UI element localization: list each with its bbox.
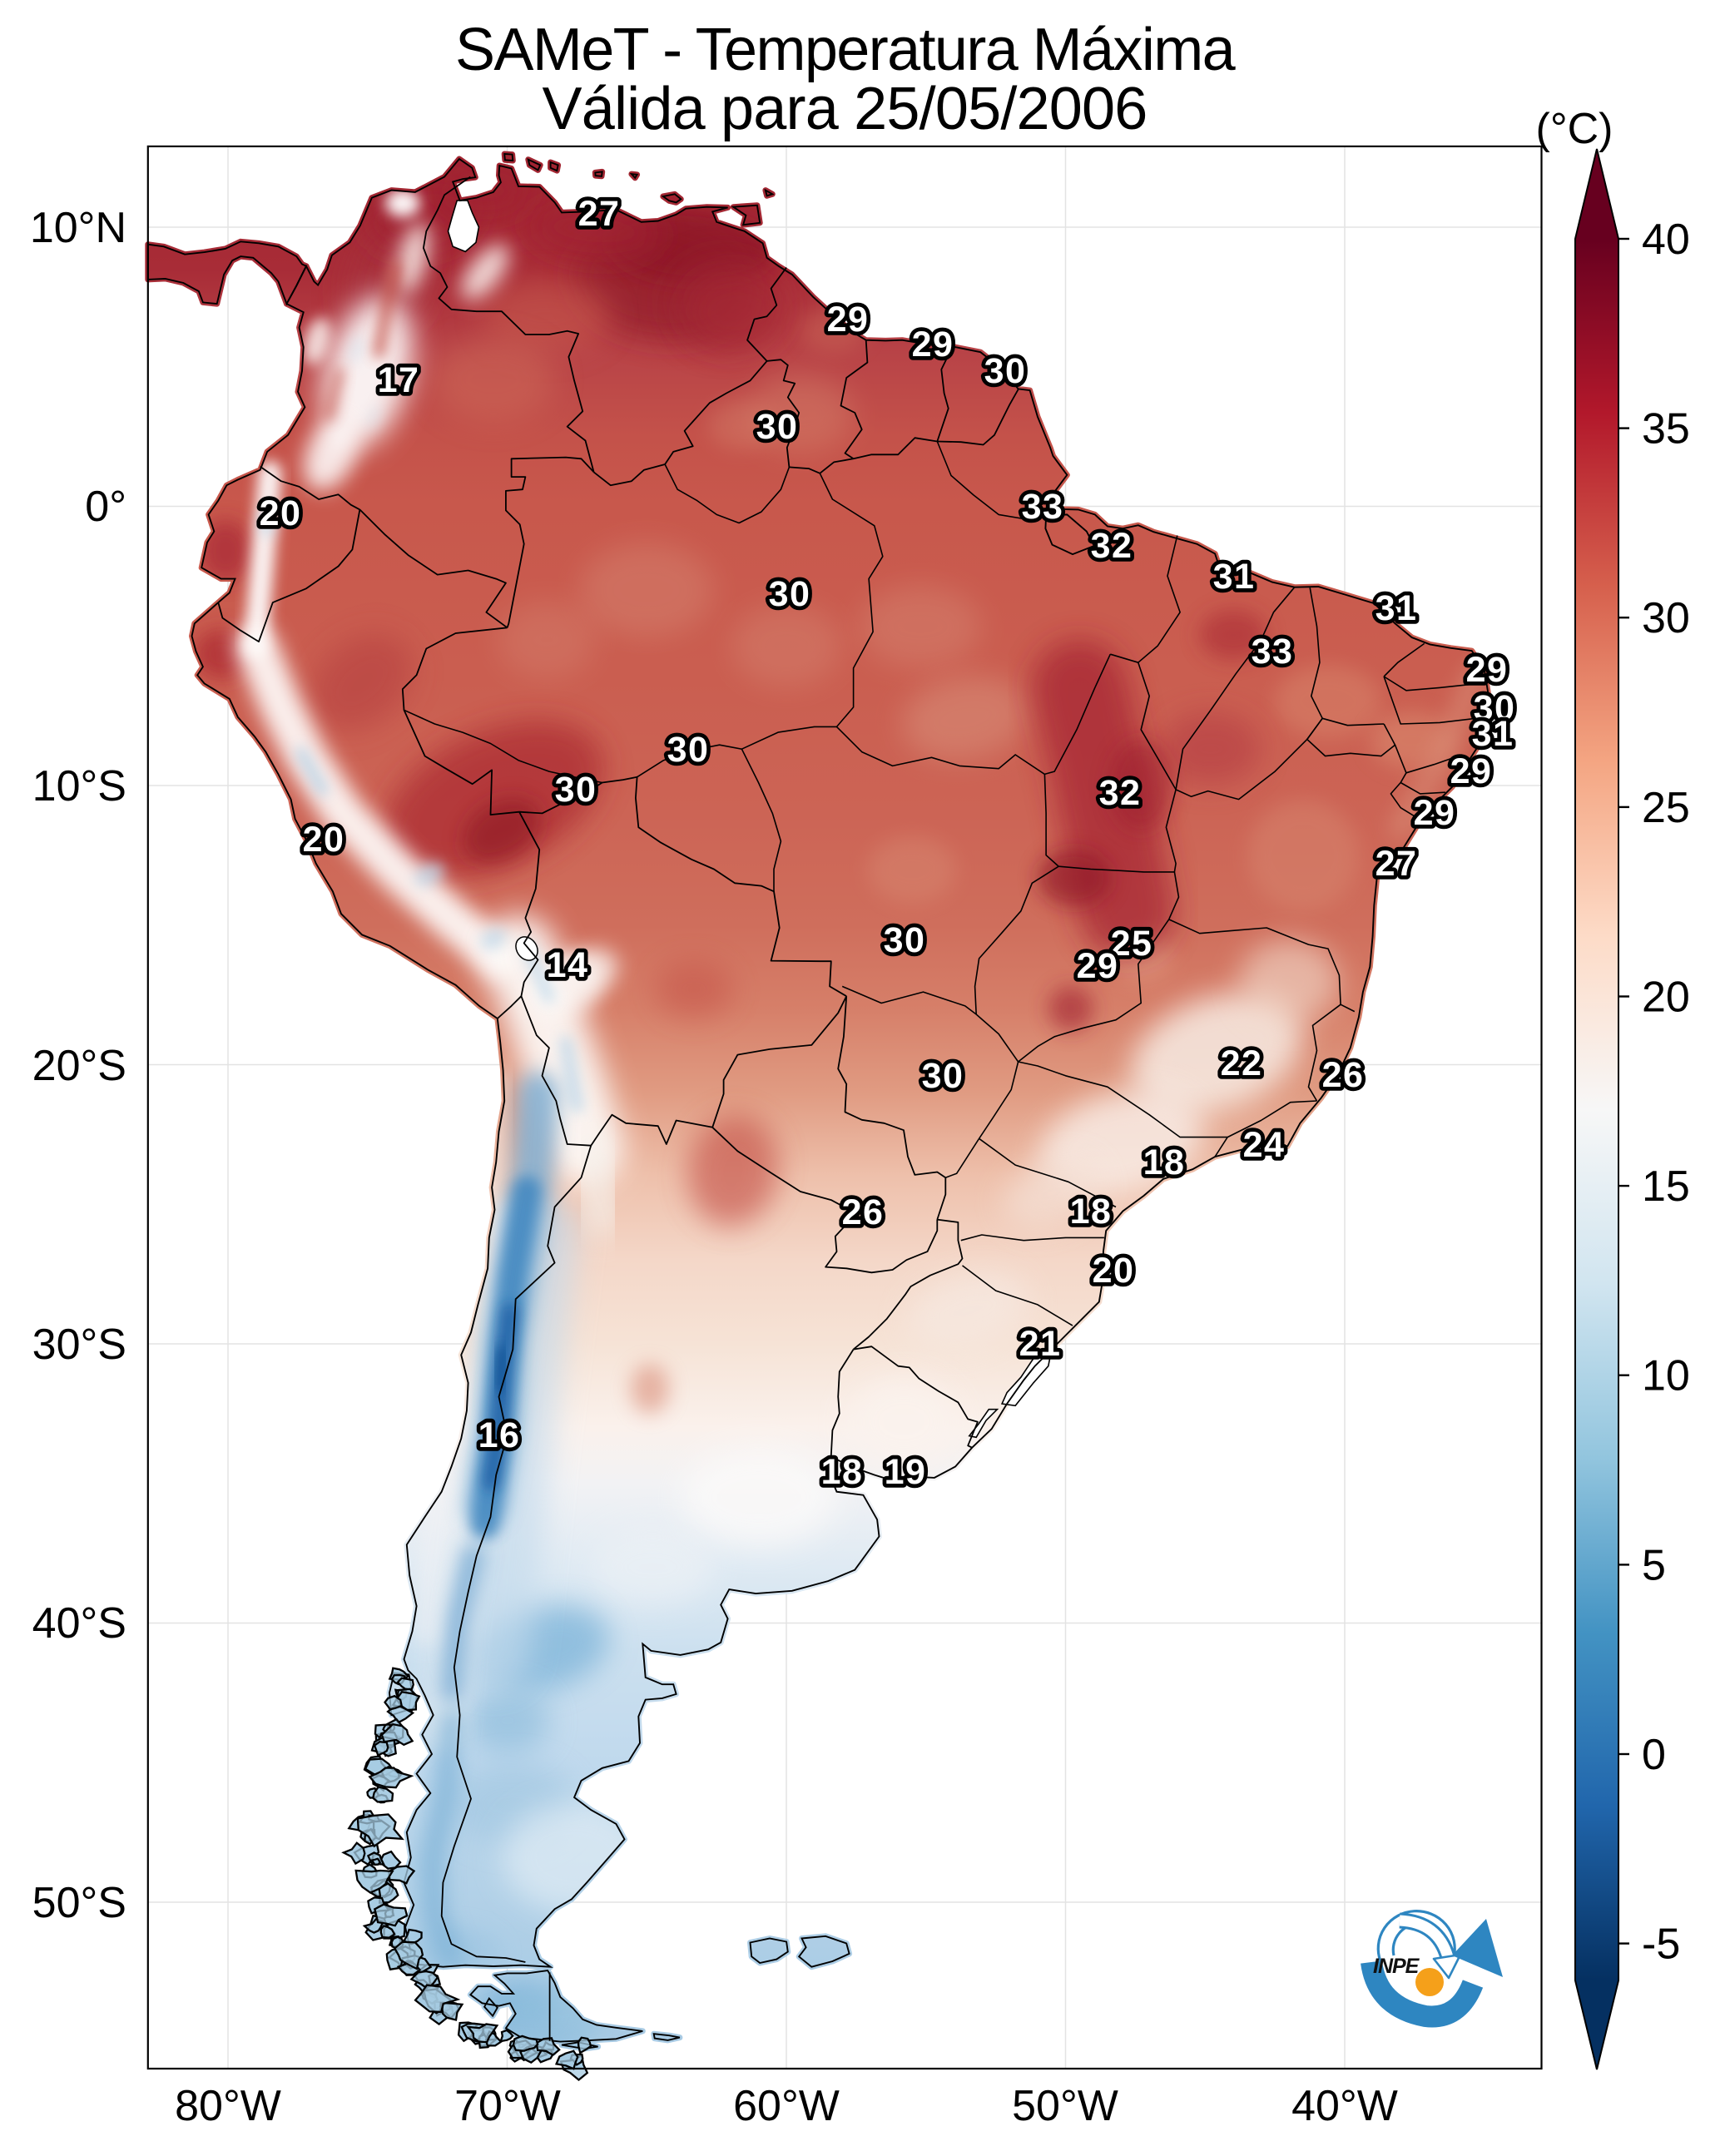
svg-text:50°W: 50°W bbox=[1012, 2082, 1118, 2130]
svg-text:30°S: 30°S bbox=[32, 1321, 126, 1369]
svg-text:15: 15 bbox=[1642, 1162, 1690, 1211]
svg-text:20: 20 bbox=[303, 820, 345, 860]
svg-text:50°S: 50°S bbox=[32, 1879, 126, 1927]
svg-text:30: 30 bbox=[555, 770, 597, 810]
svg-text:16: 16 bbox=[478, 1415, 521, 1455]
svg-text:18: 18 bbox=[1143, 1142, 1186, 1182]
svg-text:SAMeT - Temperatura Máxima: SAMeT - Temperatura Máxima bbox=[455, 17, 1237, 83]
svg-text:33: 33 bbox=[1022, 487, 1064, 527]
svg-text:29: 29 bbox=[827, 300, 870, 340]
svg-text:29: 29 bbox=[1414, 793, 1456, 833]
svg-text:29: 29 bbox=[1466, 650, 1509, 690]
svg-text:30: 30 bbox=[884, 920, 926, 960]
svg-text:26: 26 bbox=[1322, 1055, 1365, 1095]
svg-text:40°W: 40°W bbox=[1291, 2082, 1398, 2130]
svg-text:Válida para 25/05/2006: Válida para 25/05/2006 bbox=[542, 76, 1147, 142]
svg-text:27: 27 bbox=[1376, 844, 1418, 884]
svg-text:20: 20 bbox=[260, 493, 302, 533]
svg-text:40: 40 bbox=[1642, 216, 1690, 264]
svg-text:29: 29 bbox=[912, 325, 954, 364]
svg-text:30: 30 bbox=[769, 574, 811, 614]
svg-text:20°S: 20°S bbox=[32, 1042, 126, 1090]
svg-text:0: 0 bbox=[1642, 1731, 1666, 1779]
svg-text:33: 33 bbox=[1252, 632, 1294, 672]
svg-text:32: 32 bbox=[1091, 526, 1133, 566]
svg-text:20: 20 bbox=[1642, 974, 1690, 1022]
svg-text:-5: -5 bbox=[1642, 1921, 1680, 1969]
svg-text:30: 30 bbox=[1474, 688, 1516, 728]
svg-text:30: 30 bbox=[1642, 594, 1690, 642]
svg-text:40°S: 40°S bbox=[32, 1599, 126, 1648]
svg-text:35: 35 bbox=[1642, 405, 1690, 454]
svg-text:0°: 0° bbox=[85, 483, 126, 531]
svg-text:31: 31 bbox=[1213, 557, 1256, 597]
svg-text:25: 25 bbox=[1642, 784, 1690, 832]
svg-text:INPE: INPE bbox=[1373, 1955, 1420, 1978]
svg-text:80°W: 80°W bbox=[175, 2082, 281, 2130]
svg-text:18: 18 bbox=[1070, 1192, 1113, 1232]
svg-text:10°N: 10°N bbox=[30, 204, 126, 252]
svg-text:24: 24 bbox=[1243, 1125, 1286, 1165]
svg-text:10°S: 10°S bbox=[32, 762, 126, 810]
svg-text:30: 30 bbox=[922, 1056, 964, 1096]
svg-text:30: 30 bbox=[984, 351, 1027, 391]
svg-text:14: 14 bbox=[547, 945, 589, 985]
svg-text:5: 5 bbox=[1642, 1541, 1666, 1589]
svg-text:18: 18 bbox=[821, 1452, 864, 1492]
svg-text:31: 31 bbox=[1376, 588, 1418, 628]
svg-text:19: 19 bbox=[885, 1452, 927, 1492]
svg-text:25: 25 bbox=[1111, 924, 1153, 964]
svg-text:20: 20 bbox=[1093, 1251, 1135, 1291]
svg-text:31: 31 bbox=[1472, 714, 1514, 754]
svg-text:(°C): (°C) bbox=[1536, 105, 1613, 153]
svg-text:32: 32 bbox=[1099, 773, 1142, 813]
svg-text:70°W: 70°W bbox=[454, 2082, 561, 2130]
svg-text:29: 29 bbox=[1077, 946, 1119, 986]
svg-text:26: 26 bbox=[842, 1192, 885, 1232]
svg-text:29: 29 bbox=[1450, 751, 1493, 791]
svg-text:21: 21 bbox=[1019, 1324, 1062, 1364]
svg-text:17: 17 bbox=[378, 360, 420, 400]
svg-text:10: 10 bbox=[1642, 1352, 1690, 1400]
svg-text:30: 30 bbox=[667, 730, 710, 770]
svg-text:22: 22 bbox=[1221, 1043, 1263, 1083]
svg-text:27: 27 bbox=[578, 194, 621, 234]
svg-text:60°W: 60°W bbox=[733, 2082, 840, 2130]
svg-text:30: 30 bbox=[756, 407, 799, 447]
